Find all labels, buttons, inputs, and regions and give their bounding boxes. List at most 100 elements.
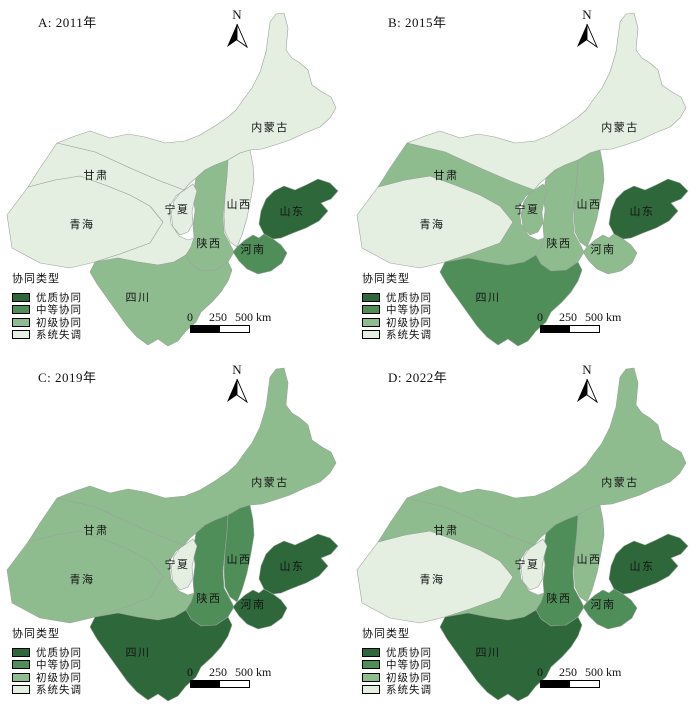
north-label: N	[582, 7, 592, 22]
province-label-neimenggu: 内蒙古	[601, 475, 639, 489]
legend-swatch-primary	[12, 317, 30, 327]
province-label-sichuan: 四川	[476, 292, 501, 304]
legend-label: 初级协同	[386, 672, 432, 684]
province-shanxi	[573, 504, 605, 603]
scale-bar-rule	[190, 680, 250, 688]
scale-bar-fill	[191, 681, 220, 687]
province-label-shanxi: 山西	[577, 553, 602, 566]
province-label-shanxi: 山西	[227, 553, 252, 566]
panel-title: D: 2022年	[388, 370, 448, 385]
legend-label: 中等协同	[386, 660, 432, 671]
province-label-shaanxi: 陕西	[547, 591, 572, 605]
province-label-henan: 河南	[241, 598, 266, 611]
legend-item: 中等协同	[362, 659, 432, 671]
panel-title: C: 2019年	[38, 370, 97, 385]
legend-swatch-medium	[12, 305, 30, 314]
province-label-neimenggu: 内蒙古	[601, 120, 639, 134]
legend-item: 初级协同	[362, 671, 432, 684]
north-arrow-icon	[577, 23, 599, 49]
province-shandong	[258, 533, 339, 595]
province-label-neimenggu: 内蒙古	[251, 475, 289, 489]
legend-swatch-disorder	[362, 685, 380, 694]
scale-tick-500km: 500 km	[585, 310, 622, 324]
north-arrow-icon	[227, 378, 249, 404]
legend-item: 系统失调	[12, 684, 82, 696]
province-label-henan: 河南	[591, 243, 616, 256]
panel-title: A: 2011年	[38, 15, 97, 30]
province-sichuan	[439, 609, 583, 702]
legend-item: 初级协同	[12, 671, 82, 684]
legend-item: 优质协同	[362, 291, 432, 304]
province-shandong	[258, 178, 339, 240]
legend-label: 中等协同	[36, 660, 82, 671]
legend-label: 初级协同	[36, 317, 82, 329]
scale-bar: 0 250 500 km	[532, 665, 642, 688]
legend-item: 系统失调	[362, 684, 432, 696]
legend-item: 初级协同	[362, 316, 432, 329]
panel-2019: 内蒙古 甘肃 青海 宁夏 山西 陕西 河南 山东 四川 C: 2019年 N 协同类型 优质协同…	[0, 355, 350, 709]
legend-label: 优质协同	[36, 292, 82, 304]
province-label-henan: 河南	[241, 243, 266, 256]
legend-title: 协同类型	[362, 273, 410, 285]
legend-label: 中等协同	[386, 305, 432, 316]
legend-label: 初级协同	[386, 317, 432, 329]
province-label-ningxia: 宁夏	[165, 557, 190, 571]
scale-tick-0: 0	[187, 665, 193, 679]
province-label-gansu: 甘肃	[434, 524, 459, 537]
scale-bar: 0 250 500 km	[182, 665, 292, 688]
scale-tick-250: 250	[559, 310, 577, 324]
scale-bar-rule	[540, 680, 600, 688]
legend-label: 系统失调	[386, 685, 432, 696]
legend-swatch-disorder	[362, 330, 380, 339]
legend-swatch-medium	[362, 660, 380, 669]
province-label-shandong: 山东	[630, 560, 655, 573]
province-label-henan: 河南	[591, 598, 616, 611]
scale-bar-labels: 0 250 500 km	[182, 665, 292, 679]
scale-bar-labels: 0 250 500 km	[532, 310, 642, 324]
legend-swatch-excellent	[12, 292, 30, 302]
scale-bar-rule	[190, 325, 250, 333]
north-label: N	[582, 362, 592, 377]
province-label-sichuan: 四川	[126, 647, 151, 659]
scale-tick-500km: 500 km	[585, 665, 622, 679]
scale-bar: 0 250 500 km	[182, 310, 292, 333]
province-henan	[232, 588, 288, 630]
legend-item: 系统失调	[12, 329, 82, 341]
province-henan	[232, 233, 288, 275]
map-2011: 内蒙古 甘肃 青海 宁夏 山西 陕西 河南 山东 四川	[0, 0, 350, 354]
legend-swatch-primary	[12, 672, 30, 682]
province-label-qinghai: 青海	[420, 572, 445, 586]
legend-item: 中等协同	[12, 304, 82, 316]
province-label-ningxia: 宁夏	[515, 202, 540, 216]
legend-item: 中等协同	[362, 304, 432, 316]
legend-label: 优质协同	[386, 292, 432, 304]
province-label-sichuan: 四川	[126, 292, 151, 304]
legend-title: 协同类型	[362, 628, 410, 640]
province-label-qinghai: 青海	[70, 217, 95, 231]
province-label-shandong: 山东	[280, 560, 305, 573]
panel-2011: 内蒙古 甘肃 青海 宁夏 山西 陕西 河南 山东 四川 A: 2011年 N 协同类型 优质协同…	[0, 0, 350, 354]
province-label-ningxia: 宁夏	[515, 557, 540, 571]
legend-item: 系统失调	[362, 329, 432, 341]
legend-label: 中等协同	[36, 305, 82, 316]
legend-swatch-disorder	[12, 685, 30, 694]
scale-bar-fill	[541, 681, 570, 687]
province-shanxi	[223, 504, 255, 603]
scale-tick-0: 0	[187, 310, 193, 324]
legend-label: 系统失调	[386, 330, 432, 341]
province-label-gansu: 甘肃	[434, 169, 459, 182]
legend-item: 优质协同	[12, 646, 82, 659]
province-label-shandong: 山东	[280, 205, 305, 218]
province-label-shaanxi: 陕西	[197, 236, 222, 250]
panel-2015: 内蒙古 甘肃 青海 宁夏 山西 陕西 河南 山东 四川 B: 2015年 N 协同类型 优质协同…	[350, 0, 700, 354]
scale-tick-0: 0	[537, 665, 543, 679]
legend-item: 初级协同	[12, 316, 82, 329]
legend-title: 协同类型	[12, 628, 60, 640]
legend-swatch-primary	[362, 672, 380, 682]
legend: 协同类型 优质协同 中等协同 初级协同 系统失调	[12, 625, 82, 696]
province-shanxi	[573, 149, 605, 248]
map-2015: 内蒙古 甘肃 青海 宁夏 山西 陕西 河南 山东 四川	[350, 0, 700, 354]
province-ningxia	[170, 538, 198, 591]
scale-tick-0: 0	[537, 310, 543, 324]
